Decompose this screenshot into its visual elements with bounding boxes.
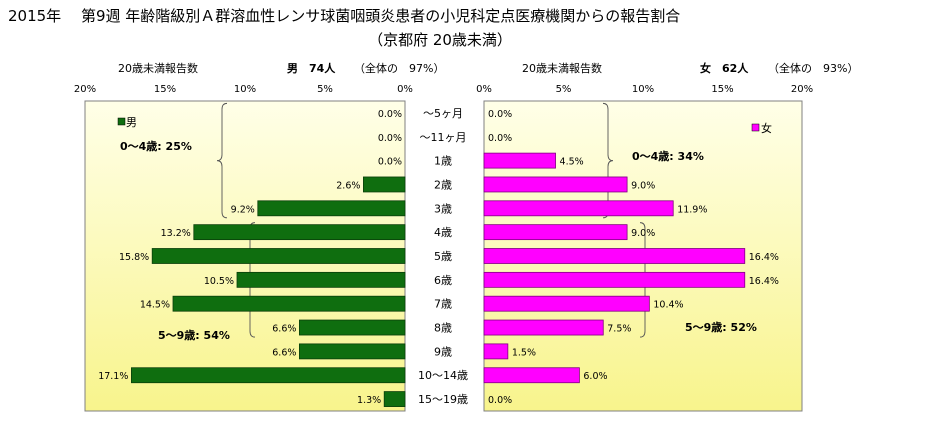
female-value-label: 10.4% — [653, 300, 683, 311]
male-value-label: 0.0% — [378, 109, 402, 120]
category-label: 10～14歳 — [418, 369, 468, 382]
male-axis-tick: 20% — [74, 84, 96, 95]
male-bar — [298, 343, 406, 360]
female-bar — [483, 176, 628, 193]
chart-subtitle: （京都府 20歳未満） — [368, 31, 512, 49]
male-value-label: 17.1% — [98, 371, 128, 382]
male-value-label: 0.0% — [378, 133, 402, 144]
male-legend-swatch — [117, 117, 126, 126]
female-group-label-0-4: 0～4歳: 34% — [632, 149, 704, 163]
category-label: 2歳 — [434, 178, 452, 191]
female-value-label: 0.0% — [488, 109, 512, 120]
male-bracket-0-4 — [216, 102, 228, 219]
male-header-reports: 20歳未満報告数 — [118, 62, 198, 75]
female-axis-tick: 20% — [791, 84, 813, 95]
category-label: ～5ヶ月 — [423, 107, 463, 120]
male-header-total: （全体の 97%） — [354, 61, 444, 75]
male-value-label: 1.3% — [357, 395, 381, 406]
female-value-label: 16.4% — [749, 276, 779, 287]
female-bar — [483, 224, 628, 241]
male-value-label: 0.0% — [378, 157, 402, 168]
male-header-count: 男 74人 — [287, 61, 336, 75]
female-value-label: 9.0% — [631, 228, 655, 239]
male-legend-label: 男 — [126, 116, 137, 129]
male-value-label: 2.6% — [336, 180, 360, 191]
male-bar — [193, 224, 406, 241]
female-legend-label: 女 — [761, 121, 772, 135]
male-bar — [151, 248, 406, 264]
male-axis-tick: 0% — [397, 84, 413, 95]
male-bar — [257, 200, 406, 217]
male-axis-tick: 10% — [234, 84, 256, 95]
female-legend-swatch — [751, 123, 760, 132]
female-value-label: 0.0% — [488, 133, 512, 144]
female-header-total: （全体の 93%） — [768, 61, 858, 75]
female-value-label: 0.0% — [488, 395, 512, 406]
category-label: 6歳 — [434, 274, 452, 287]
male-bar — [383, 391, 406, 407]
category-label: 7歳 — [434, 298, 452, 311]
female-bar — [483, 200, 674, 217]
male-value-label: 6.6% — [272, 347, 296, 358]
category-label: 1歳 — [434, 155, 452, 168]
male-bar — [172, 295, 406, 312]
female-bar — [483, 319, 604, 336]
female-value-label: 1.5% — [512, 347, 536, 358]
chart-title: 2015年 第9週 年齢階級別Ａ群溶血性レンサ球菌咽頭炎患者の小児科定点医療機関… — [8, 7, 680, 25]
male-axis-tick: 5% — [317, 84, 333, 95]
male-group-label-0-4: 0～4歳: 25% — [120, 139, 192, 153]
female-bar — [483, 271, 746, 288]
male-value-label: 9.2% — [231, 204, 255, 215]
category-label: 3歳 — [434, 202, 452, 215]
male-value-label: 6.6% — [272, 324, 296, 335]
female-value-label: 6.0% — [583, 371, 607, 382]
female-value-label: 16.4% — [749, 252, 779, 263]
male-value-label: 13.2% — [161, 228, 191, 239]
female-value-label: 7.5% — [607, 324, 631, 335]
female-bar — [483, 367, 580, 384]
male-group-label-5-9: 5～9歳: 54% — [158, 328, 230, 342]
female-group-label-5-9: 5～9歳: 52% — [685, 320, 757, 334]
category-label: 5歳 — [434, 250, 452, 263]
category-label: ～11ヶ月 — [420, 131, 467, 144]
female-value-label: 4.5% — [560, 157, 584, 168]
category-label: 9歳 — [434, 345, 452, 358]
female-bar — [483, 343, 509, 360]
male-bar — [130, 367, 406, 384]
male-value-label: 15.8% — [119, 252, 149, 263]
female-bar — [483, 295, 650, 312]
female-bar — [483, 152, 556, 169]
male-axis-tick: 15% — [154, 84, 176, 95]
female-value-label: 9.0% — [631, 180, 655, 191]
female-header-count: 女 62人 — [700, 61, 749, 75]
male-bar — [298, 319, 406, 336]
male-bar — [362, 176, 406, 193]
category-label: 4歳 — [434, 226, 452, 239]
female-axis-tick: 10% — [632, 84, 654, 95]
male-bar — [236, 271, 406, 288]
female-axis-tick: 15% — [711, 84, 733, 95]
category-label: 8歳 — [434, 322, 452, 335]
female-axis-tick: 5% — [556, 84, 572, 95]
male-value-label: 14.5% — [140, 300, 170, 311]
female-header-reports: 20歳未満報告数 — [522, 62, 602, 75]
female-value-label: 11.9% — [677, 204, 707, 215]
male-value-label: 10.5% — [204, 276, 234, 287]
female-bar — [483, 248, 746, 264]
female-axis-tick: 0% — [476, 84, 492, 95]
category-label: 15～19歳 — [418, 393, 468, 406]
